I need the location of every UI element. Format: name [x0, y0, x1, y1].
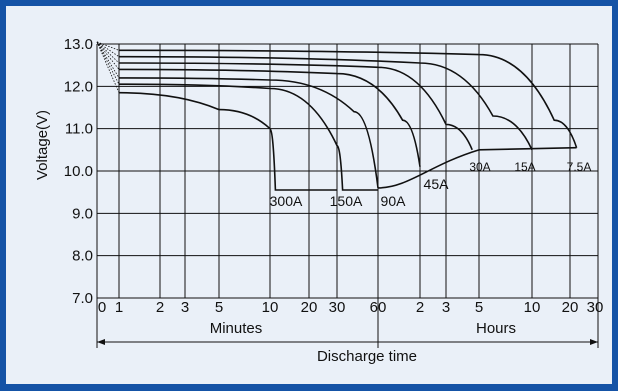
- initial-drop-line: [96, 41, 120, 58]
- y-tick-label: 8.0: [72, 248, 93, 265]
- x-tick-label: 0: [98, 299, 106, 316]
- initial-drop-line: [96, 41, 120, 85]
- arrow-right: [590, 339, 598, 345]
- x-axis-label: Discharge time: [317, 348, 417, 365]
- recovery-line: [377, 146, 577, 189]
- initial-drop-line: [96, 41, 120, 51]
- x-tick-label: 20: [562, 299, 579, 316]
- y-tick-label: 7.0: [72, 290, 93, 307]
- arrow-left: [97, 339, 105, 345]
- y-tick-label: 12.0: [64, 78, 93, 95]
- x-tick-label: 10: [262, 299, 279, 316]
- x-tick-label: 30: [587, 299, 604, 316]
- initial-drop-line: [96, 41, 120, 70]
- initial-drop-line: [96, 41, 120, 93]
- series-line: [118, 55, 533, 151]
- y-tick-label: 10.0: [64, 163, 93, 180]
- x-tick-label: 2: [416, 299, 424, 316]
- x-tick-label: 3: [442, 299, 450, 316]
- chart-frame: 13.0 12.0 11.0 10.0 9.0 8.0 7.0 0 1 2 3 5 10 20 30 60 2 3…: [6, 6, 612, 384]
- series-line: [118, 49, 578, 148]
- series-label: 7.5A: [567, 160, 592, 174]
- x-tick-label: 2: [156, 299, 164, 316]
- series-label: 45A: [424, 176, 450, 192]
- series-label: 15A: [514, 160, 535, 174]
- series-line: [118, 62, 473, 151]
- section-label: Minutes: [210, 320, 263, 337]
- x-tick-label: 5: [475, 299, 483, 316]
- x-tick-label: 30: [329, 299, 346, 316]
- x-tick-label: 1: [115, 299, 123, 316]
- curves: [96, 41, 578, 191]
- x-tick-label: 10: [524, 299, 541, 316]
- section-label: Hours: [476, 320, 516, 337]
- tick-labels: 13.012.011.010.09.08.07.00 1 2 3 5 10 20 30 60 2 3…: [64, 36, 604, 316]
- initial-drop-line: [96, 41, 120, 64]
- series-line: [118, 83, 378, 191]
- time-axis: Minutes Hours: [96, 298, 599, 348]
- y-tick-label: 11.0: [65, 121, 93, 138]
- y-axis-label: Voltage(V): [34, 110, 51, 180]
- y-tick-label: 9.0: [72, 205, 93, 222]
- y-tick-label: 13.0: [64, 36, 93, 53]
- series-label: 150A: [330, 193, 363, 209]
- series-label: 300A: [270, 193, 303, 209]
- initial-drop-line: [96, 41, 120, 79]
- series-labels: 300A 150A 90A 45A 30A 15A 7.5A: [270, 160, 592, 209]
- series-label: 30A: [469, 160, 490, 174]
- discharge-chart: 13.012.011.010.09.08.07.00 1 2 3 5 10 20 30 60 2 3…: [34, 36, 604, 365]
- series-line: [118, 91, 337, 191]
- x-tick-label: 5: [215, 299, 223, 316]
- x-tick-label: 20: [301, 299, 318, 316]
- x-tick-label: 3: [181, 299, 189, 316]
- series-line: [118, 68, 421, 167]
- series-line: [118, 77, 379, 189]
- series-label: 90A: [381, 193, 407, 209]
